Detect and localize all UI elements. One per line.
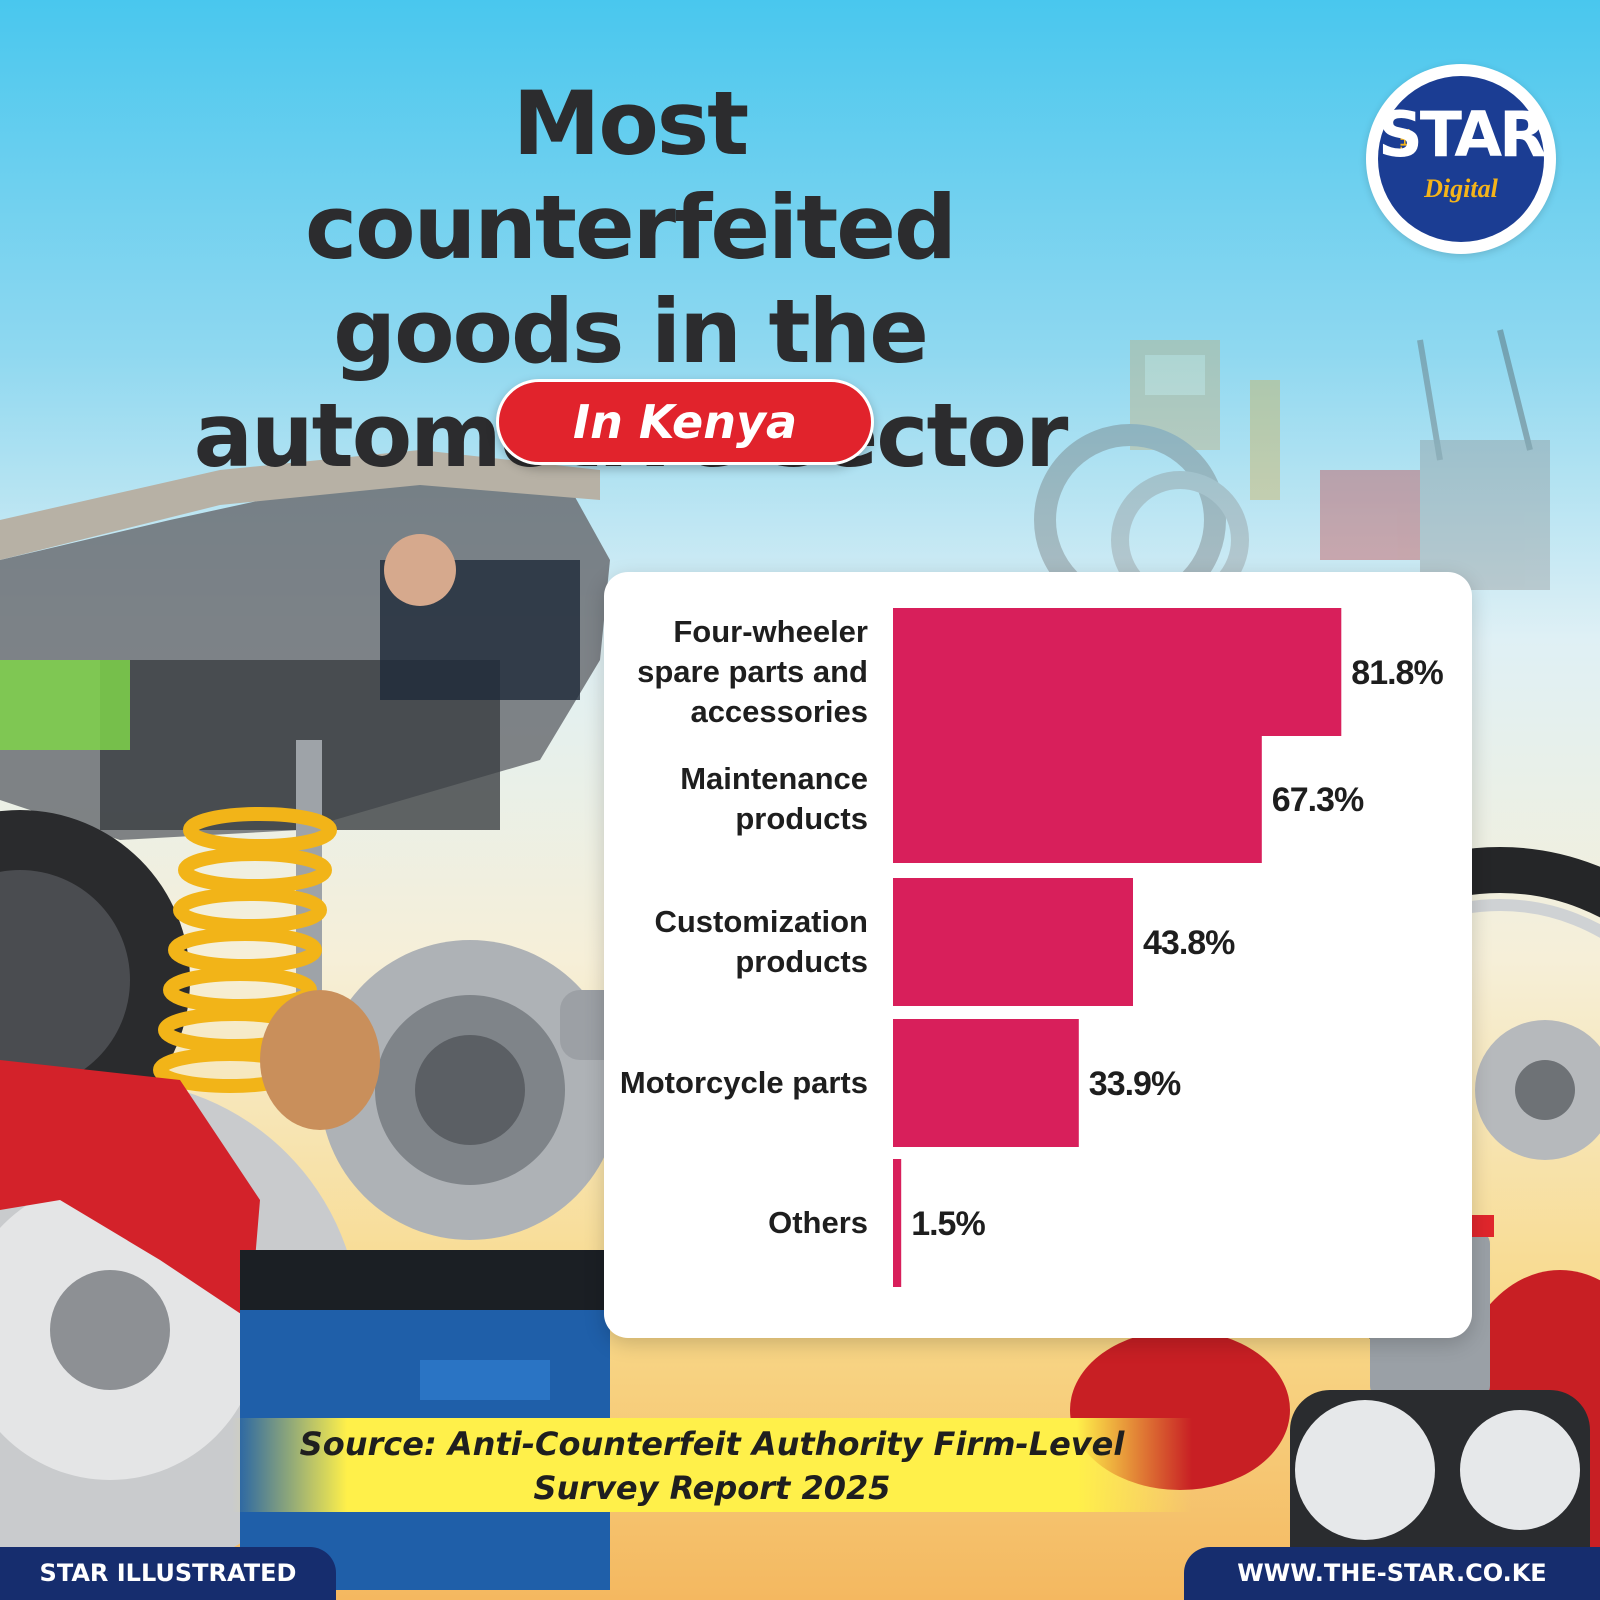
logo-suffix: Digital — [1424, 174, 1498, 203]
category-label-1: Maintenance products — [680, 761, 868, 836]
category-label-2: Customization products — [654, 904, 868, 979]
category-label-line: Maintenance — [680, 761, 868, 796]
logo-name: STAR — [1378, 98, 1547, 171]
value-label-4: 1.5% — [911, 1205, 985, 1243]
bar-3 — [893, 1019, 1079, 1147]
bar-1 — [893, 735, 1262, 863]
category-label-line: products — [735, 801, 868, 836]
tyre-icon — [0, 810, 190, 1150]
value-label-3: 33.9% — [1089, 1065, 1181, 1103]
category-label-0: Four-wheeler spare parts and accessories — [637, 614, 868, 729]
car-engine-icon — [0, 450, 610, 840]
bar-4 — [893, 1159, 902, 1287]
title-line-1: Most counterfeited — [305, 72, 957, 279]
category-label-line: Motorcycle parts — [620, 1065, 868, 1100]
category-label-line: spare parts and — [637, 654, 868, 689]
subtitle-badge: In Kenya — [496, 379, 874, 465]
category-label-4: Others — [768, 1205, 868, 1240]
source-line-1: Source: Anti-Counterfeit Authority Firm-… — [299, 1425, 1125, 1463]
footer-website-link[interactable]: WWW.THE-STAR.CO.KE — [1184, 1547, 1600, 1600]
star-digital-logo: THE STAR Digital — [1366, 64, 1556, 254]
logo-circle: THE STAR Digital — [1378, 76, 1547, 242]
source-line-2: Survey Report 2025 — [533, 1469, 891, 1507]
value-label-1: 67.3% — [1272, 781, 1364, 819]
bar-chart: 81.8% Four-wheeler spare parts and accessor… — [620, 608, 1444, 1287]
title-line-2: goods in the — [333, 280, 929, 383]
footer-brand: STAR ILLUSTRATED — [0, 1547, 336, 1600]
bar-0 — [893, 608, 1342, 736]
category-label-line: products — [735, 944, 868, 979]
category-label-line: accessories — [690, 694, 868, 729]
page-title: Most counterfeited goods in the automoti… — [180, 72, 1080, 488]
value-label-0: 81.8% — [1351, 654, 1443, 692]
category-label-line: Four-wheeler — [673, 614, 868, 649]
category-label-line: Others — [768, 1205, 868, 1240]
chart-card: 81.8% Four-wheeler spare parts and accessor… — [604, 572, 1472, 1338]
parts-montage-icon — [1034, 329, 1550, 616]
value-label-2: 43.8% — [1143, 924, 1235, 962]
category-label-line: Customization — [654, 904, 868, 939]
category-label-3: Motorcycle parts — [620, 1065, 868, 1100]
source-note: Source: Anti-Counterfeit Authority Firm-… — [232, 1418, 1192, 1512]
bar-2 — [893, 878, 1133, 1006]
